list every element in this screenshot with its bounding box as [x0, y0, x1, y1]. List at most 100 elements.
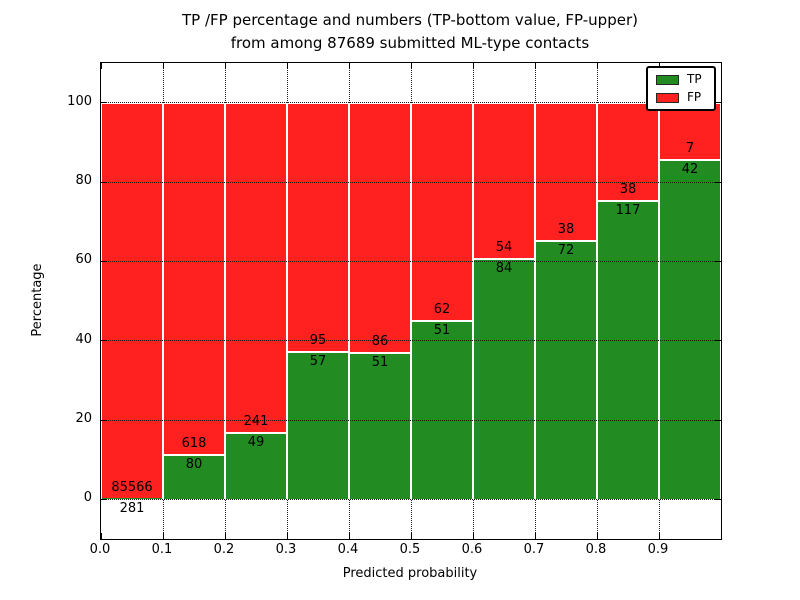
y-tick-label: 80	[75, 173, 92, 188]
x-axis-tick	[534, 533, 536, 539]
bar-tp-count-label: 42	[681, 162, 699, 178]
legend: TP FP	[646, 66, 716, 111]
y-tick-label: 100	[67, 93, 92, 109]
bar-segment-tp	[473, 257, 535, 500]
x-axis-tick-top	[534, 63, 536, 69]
x-tick-label: 0.4	[337, 542, 359, 557]
gridline-horizontal	[101, 260, 721, 262]
bar-tp-count-label: 80	[185, 456, 203, 472]
bar-segment-fp	[535, 102, 597, 240]
x-axis-tick	[596, 533, 598, 539]
bar-tp-count-label: 281	[119, 501, 145, 517]
x-axis-tick-top	[410, 63, 412, 69]
y-tick-label: 20	[75, 411, 92, 426]
bar-segment-fp	[287, 102, 349, 351]
bar-fp-count-label: 54	[495, 239, 513, 255]
x-axis-tick-top	[100, 63, 102, 69]
y-axis-tick	[101, 340, 107, 342]
y-tick-label: 40	[75, 331, 92, 347]
y-axis-tick	[101, 181, 107, 183]
legend-item-tp: TP	[656, 73, 706, 86]
bar-segment-tp	[597, 199, 659, 500]
legend-label-tp: TP	[687, 72, 702, 86]
x-tick-label: 0.2	[213, 542, 235, 557]
gridline-horizontal	[101, 181, 721, 183]
legend-label-fp: FP	[687, 90, 702, 104]
x-axis-tick	[348, 533, 350, 539]
x-tick-label: 0.1	[151, 542, 173, 557]
bar-fp-count-label: 618	[181, 435, 207, 451]
x-axis-tick-top	[224, 63, 226, 69]
x-axis-tick	[472, 533, 474, 539]
bar-segment-tp	[225, 432, 287, 500]
bar-tp-count-label: 51	[371, 354, 389, 370]
y-axis-tick	[101, 498, 107, 500]
bar-tp-count-label: 49	[247, 435, 265, 451]
x-axis-tick	[162, 533, 164, 539]
bar-fp-count-label: 95	[309, 332, 327, 348]
y-axis-tick	[101, 102, 107, 104]
bar-tp-count-label: 51	[433, 323, 451, 339]
gridline-horizontal	[101, 340, 721, 342]
bar-fp-count-label: 38	[557, 221, 575, 237]
bar-segment-fp	[473, 102, 535, 258]
x-axis-tick	[286, 533, 288, 539]
x-axis-tick-top	[348, 63, 350, 69]
x-axis-tick-top	[162, 63, 164, 69]
x-axis-label: Predicted probability	[342, 566, 478, 581]
bar-segment-tp	[659, 159, 721, 500]
bar-fp-count-label: 241	[243, 414, 269, 430]
x-axis-tick-top	[286, 63, 288, 69]
gridline-horizontal	[101, 419, 721, 421]
gridline-horizontal	[101, 498, 721, 500]
x-axis-tick	[658, 533, 660, 539]
x-tick-label: 0.5	[399, 542, 421, 557]
bar-segment-tp	[287, 350, 349, 500]
y-tick-label: 60	[75, 252, 92, 268]
bar-tp-count-label: 57	[309, 353, 327, 369]
bar-segment-tp	[411, 320, 473, 500]
bar-segment-fp	[225, 102, 287, 433]
x-axis-tick	[224, 533, 226, 539]
bar-fp-count-label: 86	[371, 333, 389, 349]
x-axis-tick-top	[596, 63, 598, 69]
bar-segment-tp	[535, 239, 597, 500]
bar-tp-count-label: 72	[557, 242, 575, 258]
y-tick-label: 0	[83, 490, 92, 506]
bar-segment-tp	[349, 351, 411, 500]
y-axis-tick	[101, 419, 107, 421]
x-axis-tick	[100, 533, 102, 539]
legend-swatch-tp-icon	[656, 74, 679, 85]
x-axis-tick-top	[472, 63, 474, 69]
y-axis-tick-right	[715, 340, 721, 342]
bar-segment-fp	[597, 102, 659, 200]
x-tick-label: 0.0	[89, 542, 111, 557]
gridline-horizontal	[101, 102, 721, 104]
bar-tp-count-label: 117	[615, 202, 641, 218]
x-axis-tick	[410, 533, 412, 539]
legend-swatch-fp-icon	[656, 92, 679, 103]
chart-title-line1: TP /FP percentage and numbers (TP-bottom…	[182, 11, 638, 29]
bar-segment-tp	[163, 453, 225, 500]
bar-segment-fp	[163, 102, 225, 454]
y-axis-tick-right	[715, 419, 721, 421]
y-axis-tick-right	[715, 260, 721, 262]
bar-fp-count-label: 7	[685, 141, 695, 157]
bar-segment-fp	[659, 102, 721, 160]
x-tick-label: 0.3	[275, 542, 297, 557]
x-tick-label: 0.8	[585, 542, 607, 557]
legend-item-fp: FP	[656, 91, 706, 104]
bar-fp-count-label: 62	[433, 302, 451, 318]
bar-segment-fp	[411, 102, 473, 321]
chart-title-line2: from among 87689 submitted ML-type conta…	[230, 34, 590, 52]
x-tick-label: 0.9	[647, 542, 669, 557]
plot-area: 85566 281 618 80 241 49 95 57 86 51 62 51 54 84 38 72 38…	[100, 62, 722, 540]
y-axis-label: Percentage	[30, 263, 45, 337]
y-axis-tick-right	[715, 181, 721, 183]
y-axis-tick	[101, 260, 107, 262]
y-axis-tick-right	[715, 102, 721, 104]
x-tick-label: 0.6	[461, 542, 483, 557]
y-axis-tick-right	[715, 498, 721, 500]
bar-segment-fp	[101, 102, 163, 499]
